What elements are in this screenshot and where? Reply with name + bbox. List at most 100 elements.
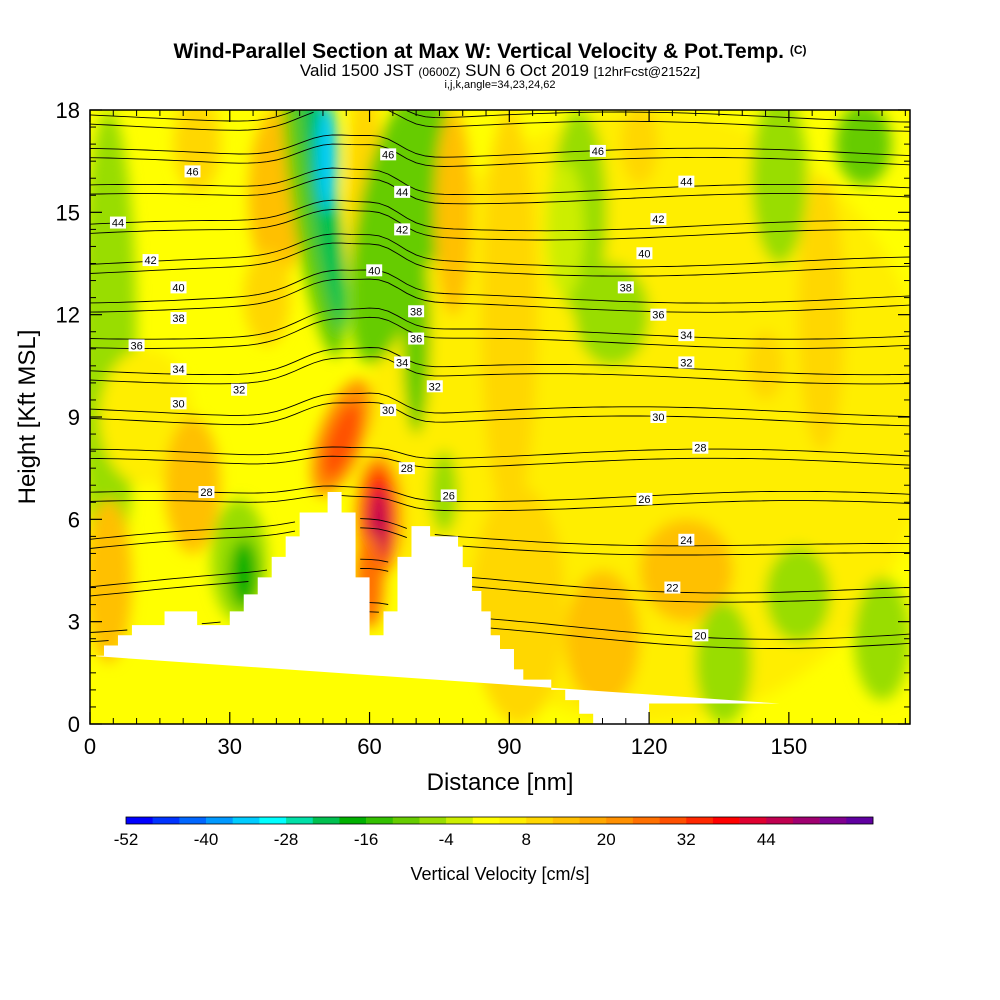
isentrope-label-bg xyxy=(408,332,425,345)
isentrope-label: 34 xyxy=(396,357,408,369)
isentrope-label: 32 xyxy=(429,381,441,393)
y-tick-label: 18 xyxy=(56,98,80,123)
colorbar-swatch xyxy=(606,817,634,824)
isentrope-line xyxy=(90,527,910,556)
velocity-cell xyxy=(835,110,892,186)
colorbar-swatch xyxy=(286,817,314,824)
isentrope-label-bg xyxy=(678,175,695,188)
isentrope-label-bg xyxy=(636,492,653,505)
isentrope-line xyxy=(90,401,910,427)
colorbar-swatch xyxy=(579,817,607,824)
x-tick-label: 120 xyxy=(631,734,668,759)
isentrope-label-bg xyxy=(426,380,443,393)
isentrope-line xyxy=(90,307,910,340)
colorbar-swatch xyxy=(126,817,153,824)
isentrope-label-bg xyxy=(394,223,411,236)
velocity-cell xyxy=(229,539,258,609)
isentrope-label: 44 xyxy=(396,187,408,199)
isentrope-label: 36 xyxy=(410,334,422,346)
colorbar-swatch xyxy=(846,817,874,824)
isentrope-line xyxy=(90,143,910,167)
velocity-cell xyxy=(574,263,650,366)
isentrope-label-bg xyxy=(650,308,667,321)
isentrope-label: 38 xyxy=(410,306,422,318)
isentrope-label-bg xyxy=(394,356,411,369)
colorbar-swatch xyxy=(446,817,474,824)
isentrope-label: 28 xyxy=(401,463,413,475)
colorbar-tick-label: -4 xyxy=(439,830,454,849)
velocity-cell xyxy=(546,161,584,298)
colorbar-tick-label: -16 xyxy=(354,830,379,849)
isentrope-label-bg xyxy=(678,356,695,369)
isentrope-label: 46 xyxy=(382,149,394,161)
isentrope-line xyxy=(90,199,910,232)
isentrope-label-bg xyxy=(170,281,187,294)
velocity-cell xyxy=(765,546,831,643)
isentrope-label-bg xyxy=(692,441,709,454)
velocity-cell xyxy=(322,402,361,480)
isentrope-label-bg xyxy=(589,144,606,157)
y-axis-label: Height [Kft MSL] xyxy=(14,330,41,505)
isentrope-label: 34 xyxy=(172,364,184,376)
velocity-cell xyxy=(434,110,473,315)
isentrope-label-bg xyxy=(109,216,126,229)
y-tick-label: 3 xyxy=(68,610,80,635)
colorbar-swatch xyxy=(392,817,420,824)
chart-title: Wind-Parallel Section at Max W: Vertical… xyxy=(173,40,806,63)
isentrope-line xyxy=(90,485,910,503)
isentrope-label-bg xyxy=(142,254,159,267)
isentrope-line xyxy=(90,269,910,304)
isentrope-label: 44 xyxy=(680,177,692,189)
isentrope-line xyxy=(90,278,910,313)
isentrope-line xyxy=(90,611,910,649)
colorbar-swatch xyxy=(552,817,580,824)
velocity-cell xyxy=(746,331,785,400)
isentrope-label: 46 xyxy=(186,166,198,178)
isentrope-label: 34 xyxy=(680,330,692,342)
isentrope-label-bg xyxy=(650,213,667,226)
y-tick-label: 6 xyxy=(68,507,80,532)
isentrope-label-bg xyxy=(380,148,397,161)
isentrope-label: 28 xyxy=(200,487,212,499)
x-tick-label: 0 xyxy=(84,734,96,759)
isentrope-label-bg xyxy=(184,165,201,178)
isentrope-labels: 4644424038363432302846444240383634323028… xyxy=(109,144,709,642)
colorbar-swatch xyxy=(339,817,367,824)
y-tick-label: 0 xyxy=(68,712,80,737)
isentrope-label-bg xyxy=(366,264,383,277)
isentrope-label-bg xyxy=(380,404,397,417)
isentrope-line xyxy=(90,233,910,268)
velocity-cell xyxy=(402,229,431,435)
colorbar-tick-label: 44 xyxy=(757,830,776,849)
isentrope-label-bg xyxy=(408,305,425,318)
isentrope-label-bg xyxy=(394,185,411,198)
isentrope-line xyxy=(90,568,910,603)
y-tick-label: 12 xyxy=(56,303,80,328)
colorbar-tick-label: -28 xyxy=(274,830,299,849)
isentrope-line xyxy=(90,455,910,469)
isentrope-label-bg xyxy=(692,629,709,642)
isentrope-label-bg xyxy=(128,339,145,352)
colorbar-swatch xyxy=(686,817,714,824)
isentrope-lines xyxy=(90,110,910,649)
isentrope-label: 30 xyxy=(652,412,664,424)
velocity-cell xyxy=(243,249,291,346)
isentrope-label: 40 xyxy=(368,265,380,277)
isentrope-label: 30 xyxy=(172,398,184,410)
isentrope-label: 40 xyxy=(172,282,184,294)
isentrope-label: 24 xyxy=(680,535,692,547)
isentrope-line xyxy=(90,167,910,196)
velocity-cell xyxy=(751,110,808,264)
colorbar-swatch xyxy=(819,817,847,824)
x-tick-label: 150 xyxy=(771,734,808,759)
isentrope-line xyxy=(90,494,910,512)
isentrope-line xyxy=(90,242,910,277)
isentrope-label: 28 xyxy=(694,443,706,455)
colorbar: -52 -40 -28 -16 -4 8 20 32 44 xyxy=(114,816,874,849)
isentrope-label-bg xyxy=(617,281,634,294)
isentrope-line xyxy=(90,176,910,205)
isentrope-label: 22 xyxy=(666,583,678,595)
isentrope-label: 36 xyxy=(652,310,664,322)
colorbar-swatch xyxy=(526,817,554,824)
